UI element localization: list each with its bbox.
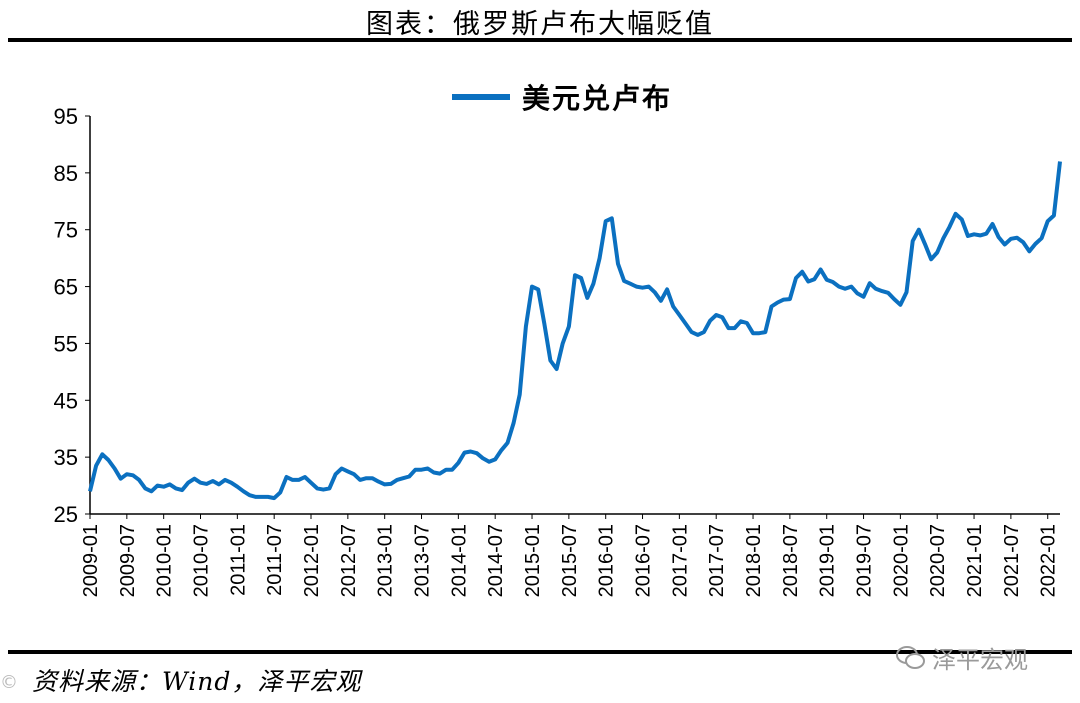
- watermark-text: 泽平宏观: [932, 646, 1028, 674]
- x-tick-label: 2013-07: [412, 524, 434, 597]
- y-tick-label: 75: [54, 218, 78, 243]
- x-tick-label: 2014-07: [485, 524, 507, 597]
- x-tick-label: 2019-07: [854, 524, 876, 597]
- legend-label: 美元兑卢布: [522, 82, 672, 115]
- x-tick-label: 2013-01: [375, 524, 397, 597]
- x-tick-label: 2020-07: [927, 524, 949, 597]
- x-tick-label: 2018-07: [780, 524, 802, 597]
- x-tick-label: 2011-01: [227, 524, 249, 596]
- x-tick-label: 2010-07: [191, 524, 213, 597]
- y-axis: 25 35 45 55 65 75 85 95: [54, 104, 90, 527]
- x-tick-label: 2019-01: [817, 524, 839, 597]
- y-tick-label: 25: [54, 502, 78, 527]
- line-chart: 美元兑卢布 25 35 45 55 65 75 85 95 2009-01 2009-07 201…: [54, 82, 1062, 597]
- watermark: 泽平宏观: [896, 640, 1028, 675]
- axes: [89, 116, 1060, 515]
- corner-mark: ©: [0, 672, 18, 693]
- bottom-rule: [8, 650, 1072, 654]
- x-axis: 2009-01 2009-07 2010-01 2010-07 2011-01 2011-…: [80, 514, 1060, 597]
- x-tick-label: 2010-01: [154, 524, 176, 597]
- y-tick-label: 35: [54, 445, 78, 470]
- series-line-usd-rub: [88, 161, 1062, 501]
- x-tick-label: 2018-01: [743, 524, 765, 597]
- x-tick-label: 2021-01: [964, 524, 986, 597]
- chart-title: 图表：俄罗斯卢布大幅贬值: [366, 9, 714, 40]
- x-tick-label: 2017-01: [669, 524, 691, 597]
- x-tick-label: 2014-01: [448, 524, 470, 597]
- y-tick-label: 45: [54, 388, 78, 413]
- x-tick-label: 2009-01: [80, 524, 102, 597]
- x-tick-label: 2012-07: [338, 524, 360, 597]
- y-tick-label: 85: [54, 161, 78, 186]
- x-tick-label: 2020-01: [890, 524, 912, 597]
- x-tick-label: 2015-01: [522, 524, 544, 597]
- x-tick-label: 2016-07: [633, 524, 655, 597]
- x-tick-label: 2021-07: [1001, 524, 1023, 597]
- wechat-icon: [896, 645, 925, 669]
- x-tick-label: 2016-01: [596, 524, 618, 597]
- x-tick-label: 2012-01: [301, 524, 323, 597]
- y-tick-label: 55: [54, 331, 78, 356]
- x-tick-label: 2009-07: [117, 524, 139, 597]
- x-tick-label: 2017-07: [706, 524, 728, 597]
- legend: 美元兑卢布: [452, 82, 672, 115]
- source-note: 资料来源：Wind，泽平宏观: [32, 667, 362, 696]
- x-tick-label: 2015-07: [559, 524, 581, 597]
- y-tick-label: 65: [54, 275, 78, 300]
- y-tick-label: 95: [54, 104, 78, 129]
- x-tick-label: 2011-07: [264, 524, 286, 596]
- top-rule: [8, 38, 1072, 42]
- x-tick-label: 2022-01: [1038, 524, 1060, 597]
